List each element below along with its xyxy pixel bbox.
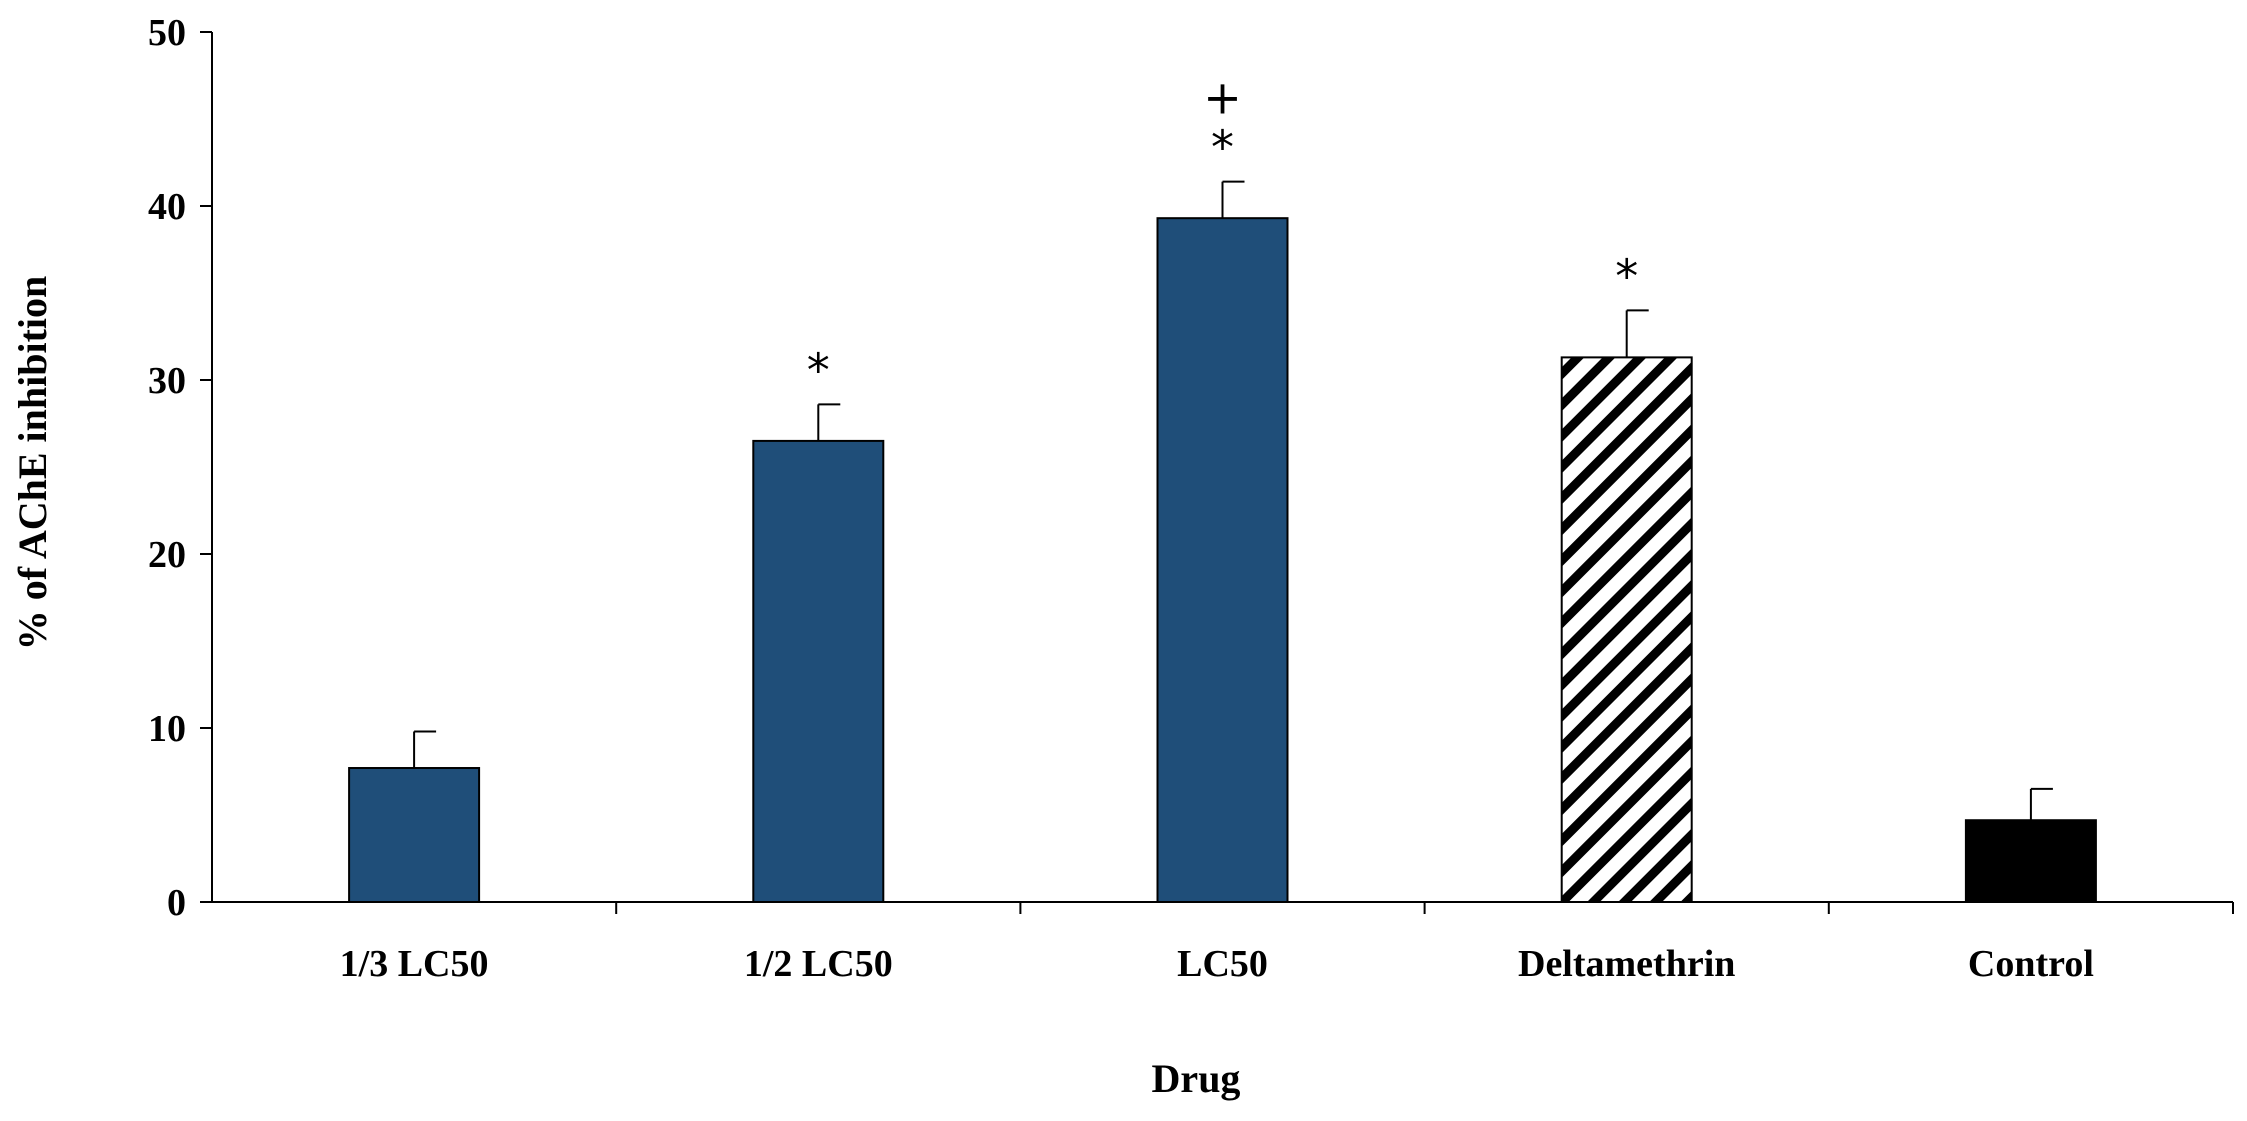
y-tick-label-4: 30 [148, 360, 186, 402]
bar-5 [1964, 819, 2097, 903]
y-tick-label-1: 0 [167, 882, 186, 924]
significance-marker-2-1: * [807, 343, 830, 397]
x-tick-label-4: Deltamethrin [1518, 943, 1735, 985]
significance-marker-3-2: + [1203, 71, 1242, 125]
x-tick-label-1: 1/3 LC50 [340, 943, 489, 985]
bar-4 [1560, 356, 1693, 903]
y-tick-label-6: 50 [148, 12, 186, 54]
x-tick-label-3: LC50 [1177, 943, 1268, 985]
y-tick-label-3: 20 [148, 534, 186, 576]
y-tick-label-5: 40 [148, 186, 186, 228]
y-tick-label-2: 10 [148, 708, 186, 750]
significance-marker-3-1: * [1211, 121, 1234, 175]
significance-marker-4-1: * [1615, 249, 1638, 303]
x-axis-title: Drug [1152, 1056, 1241, 1101]
x-tick-label-5: Control [1968, 943, 2094, 985]
bar-2 [752, 439, 885, 903]
bar-3 [1156, 217, 1289, 903]
x-tick-label-2: 1/2 LC50 [744, 943, 893, 985]
y-axis-title: % of AChE inhibition [10, 276, 55, 651]
bar-1 [348, 767, 481, 904]
